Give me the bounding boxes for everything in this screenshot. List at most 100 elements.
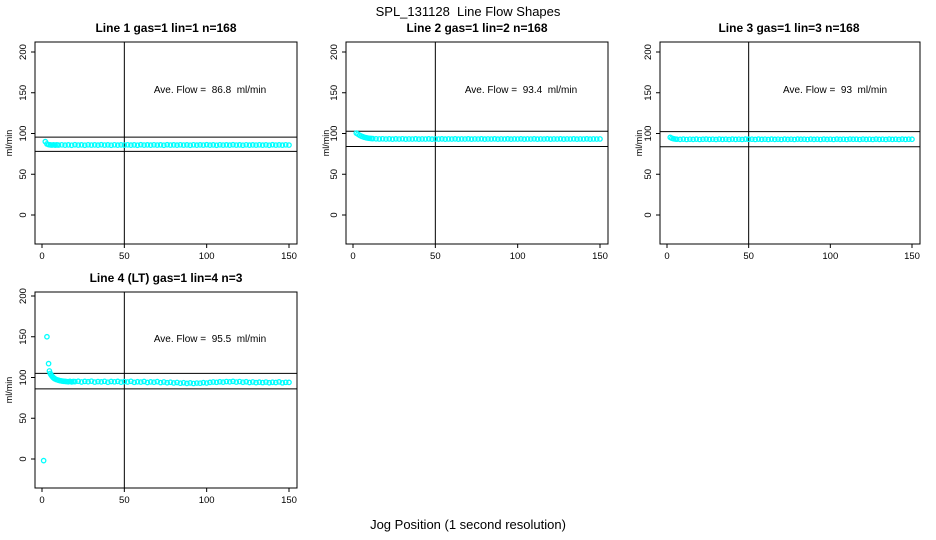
y-tick-label: 100 (18, 370, 29, 386)
data-point (200, 142, 207, 148)
y-tick-label: 200 (18, 44, 29, 60)
data-point (781, 136, 788, 142)
data-point (696, 136, 703, 143)
data-point (184, 142, 190, 148)
data-point (478, 136, 485, 142)
data-point (788, 136, 794, 143)
data-point (379, 135, 386, 142)
data-point (197, 380, 203, 387)
y-tick-label: 50 (18, 169, 29, 180)
data-point (282, 379, 289, 386)
y-tick-label: 50 (329, 169, 340, 180)
data-point (101, 142, 108, 148)
data-point (534, 136, 541, 142)
data-point (190, 380, 197, 387)
x-tick-label: 0 (39, 495, 44, 506)
data-point (210, 142, 217, 148)
x-tick-label: 150 (904, 251, 920, 262)
y-tick-label: 50 (643, 169, 654, 180)
data-point (442, 136, 449, 142)
data-point (873, 136, 879, 142)
data-point (276, 142, 282, 148)
data-point (88, 142, 95, 148)
y-tick-label: 150 (18, 85, 29, 101)
data-point (392, 136, 399, 142)
x-tick-label: 50 (119, 495, 130, 506)
data-point (369, 135, 376, 142)
data-point (755, 136, 762, 142)
data-point (389, 136, 396, 142)
data-point (170, 142, 177, 148)
data-point (458, 136, 465, 142)
data-point (187, 380, 194, 386)
data-point (213, 379, 220, 386)
y-tick-label: 100 (18, 126, 29, 142)
data-point (134, 378, 141, 385)
data-point (886, 136, 892, 142)
data-point (216, 378, 223, 385)
data-point (269, 141, 276, 148)
data-point (154, 142, 161, 148)
data-point (843, 136, 850, 143)
data-point (269, 379, 276, 386)
data-point (128, 142, 134, 149)
panel-4-title: Line 4 (LT) gas=1 lin=4 n=3 (89, 271, 243, 285)
data-point (276, 379, 282, 385)
data-point (883, 136, 889, 143)
x-tick-label: 100 (510, 251, 526, 262)
x-tick-label: 0 (39, 251, 44, 262)
data-point (752, 136, 759, 143)
x-axis-label: Jog Position (1 second resolution) (370, 517, 566, 532)
x-tick-label: 150 (281, 495, 297, 506)
data-point (501, 136, 508, 142)
data-point (794, 136, 801, 142)
x-tick-label: 50 (430, 251, 441, 262)
data-point (758, 136, 765, 143)
data-point (167, 142, 174, 148)
data-point (527, 136, 534, 142)
data-point (508, 136, 514, 142)
data-point (475, 136, 481, 142)
data-point (256, 141, 263, 148)
data-point (147, 142, 154, 149)
data-point (541, 136, 547, 142)
data-point (161, 142, 167, 149)
data-point (547, 136, 554, 142)
data-point (680, 136, 687, 142)
data-point (141, 378, 147, 385)
y-tick-label: 200 (329, 44, 340, 60)
data-point (383, 136, 389, 142)
panel-2-ave-flow-annotation: Ave. Flow = 93.4 ml/min (464, 85, 578, 96)
data-point (226, 142, 233, 149)
data-point (899, 136, 906, 142)
y-tick-label: 0 (329, 212, 340, 217)
data-point (778, 136, 785, 143)
data-point (673, 136, 680, 143)
data-point (837, 136, 843, 143)
data-point (131, 142, 138, 148)
data-point (124, 141, 131, 148)
data-point (869, 136, 876, 143)
data-point (81, 378, 88, 385)
data-point (732, 136, 739, 143)
x-tick-label: 100 (199, 495, 215, 506)
data-point (791, 136, 798, 143)
data-point (174, 379, 180, 386)
data-point (249, 142, 256, 148)
data-point (233, 142, 240, 148)
data-point (111, 141, 118, 148)
data-point (687, 136, 693, 143)
data-point (101, 378, 108, 385)
plot-box (345, 41, 609, 245)
panel-1-title: Line 1 gas=1 lin=1 n=168 (95, 21, 237, 35)
x-tick-label: 50 (119, 251, 130, 262)
data-point (164, 141, 170, 148)
data-point (91, 142, 98, 148)
data-point (590, 136, 597, 142)
data-point (279, 379, 286, 386)
data-point (161, 379, 167, 385)
data-point (465, 136, 472, 142)
data-point (850, 136, 857, 143)
